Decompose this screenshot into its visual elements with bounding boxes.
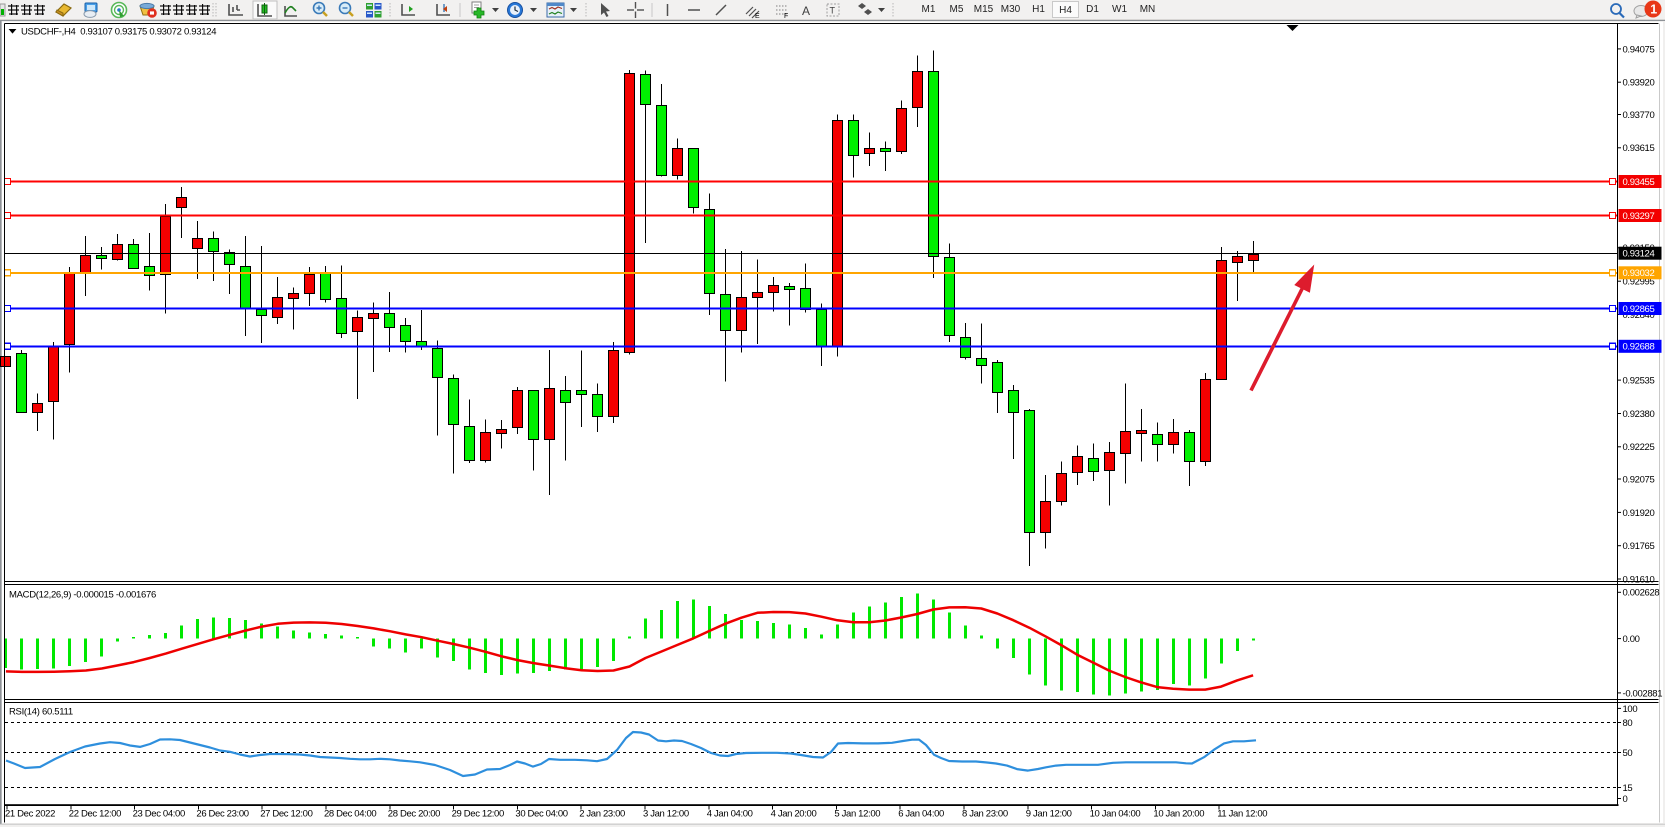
svg-text:0.93297: 0.93297 xyxy=(1623,211,1655,222)
svg-text:29 Dec 12:00: 29 Dec 12:00 xyxy=(452,809,504,820)
svg-text:0.92840: 0.92840 xyxy=(1623,310,1655,321)
svg-text:0.92995: 0.92995 xyxy=(1623,277,1655,288)
svg-text:0.93920: 0.93920 xyxy=(1623,78,1655,89)
svg-text:T: T xyxy=(830,6,836,16)
svg-text:4 Jan 04:00: 4 Jan 04:00 xyxy=(707,809,753,820)
svg-text:26 Dec 23:00: 26 Dec 23:00 xyxy=(196,809,248,820)
svg-text:21 Dec 2022: 21 Dec 2022 xyxy=(5,809,55,820)
svg-text:100: 100 xyxy=(1623,704,1638,715)
svg-text:22 Dec 12:00: 22 Dec 12:00 xyxy=(69,809,121,820)
svg-text:28 Dec 04:00: 28 Dec 04:00 xyxy=(324,809,376,820)
svg-text:9 Jan 12:00: 9 Jan 12:00 xyxy=(1026,809,1072,820)
svg-text:28 Dec 20:00: 28 Dec 20:00 xyxy=(388,809,440,820)
svg-text:F: F xyxy=(784,13,788,20)
svg-text:27 Dec 12:00: 27 Dec 12:00 xyxy=(260,809,312,820)
svg-text:0.91920: 0.91920 xyxy=(1623,508,1655,519)
svg-text:15: 15 xyxy=(1623,783,1633,794)
svg-text:MACD(12,26,9) -0.000015 -0.001: MACD(12,26,9) -0.000015 -0.001676 xyxy=(9,590,156,601)
svg-text:11 Jan 12:00: 11 Jan 12:00 xyxy=(1217,809,1267,820)
svg-text:0.93124: 0.93124 xyxy=(1623,249,1655,260)
svg-text:0.002628: 0.002628 xyxy=(1623,588,1660,599)
svg-text:-0.002881: -0.002881 xyxy=(1623,688,1663,699)
svg-text:0.93455: 0.93455 xyxy=(1623,177,1655,188)
svg-text:80: 80 xyxy=(1623,718,1633,729)
svg-text:0.92225: 0.92225 xyxy=(1623,442,1655,453)
svg-text:6 Jan 04:00: 6 Jan 04:00 xyxy=(898,809,944,820)
svg-text:8 Jan 23:00: 8 Jan 23:00 xyxy=(962,809,1008,820)
svg-text:10 Jan 20:00: 10 Jan 20:00 xyxy=(1153,809,1204,820)
svg-text:0: 0 xyxy=(1623,794,1628,805)
svg-text:0.92865: 0.92865 xyxy=(1623,304,1655,315)
svg-text:USDCHF-,H4 0.93107 0.93175 0.: USDCHF-,H4 0.93107 0.93175 0.93072 0.931… xyxy=(21,27,216,38)
svg-text:0.93770: 0.93770 xyxy=(1623,110,1655,121)
svg-text:1: 1 xyxy=(1650,3,1657,17)
svg-text:0.92535: 0.92535 xyxy=(1623,376,1655,387)
svg-text:0.92075: 0.92075 xyxy=(1623,474,1655,485)
svg-text:RSI(14) 60.5111: RSI(14) 60.5111 xyxy=(9,707,73,718)
svg-text:0.91765: 0.91765 xyxy=(1623,541,1655,552)
svg-text:0.92380: 0.92380 xyxy=(1623,409,1655,420)
svg-text:0.91610: 0.91610 xyxy=(1623,574,1655,585)
svg-text:50: 50 xyxy=(1623,748,1633,759)
svg-text:3 Jan 12:00: 3 Jan 12:00 xyxy=(643,809,689,820)
svg-text:4 Jan 20:00: 4 Jan 20:00 xyxy=(771,809,817,820)
svg-text:E: E xyxy=(755,13,760,20)
svg-text:5 Jan 12:00: 5 Jan 12:00 xyxy=(834,809,880,820)
svg-text:23 Dec 04:00: 23 Dec 04:00 xyxy=(133,809,185,820)
svg-text:0.93032: 0.93032 xyxy=(1623,268,1655,279)
svg-text:0.92688: 0.92688 xyxy=(1623,342,1655,353)
svg-text:0.93615: 0.93615 xyxy=(1623,143,1655,154)
svg-text:2 Jan 23:00: 2 Jan 23:00 xyxy=(579,809,625,820)
svg-text:0.00: 0.00 xyxy=(1623,634,1640,645)
svg-text:10 Jan 04:00: 10 Jan 04:00 xyxy=(1090,809,1141,820)
svg-text:30 Dec 04:00: 30 Dec 04:00 xyxy=(515,809,567,820)
svg-text:A: A xyxy=(802,4,810,18)
svg-text:0.94075: 0.94075 xyxy=(1623,44,1655,55)
